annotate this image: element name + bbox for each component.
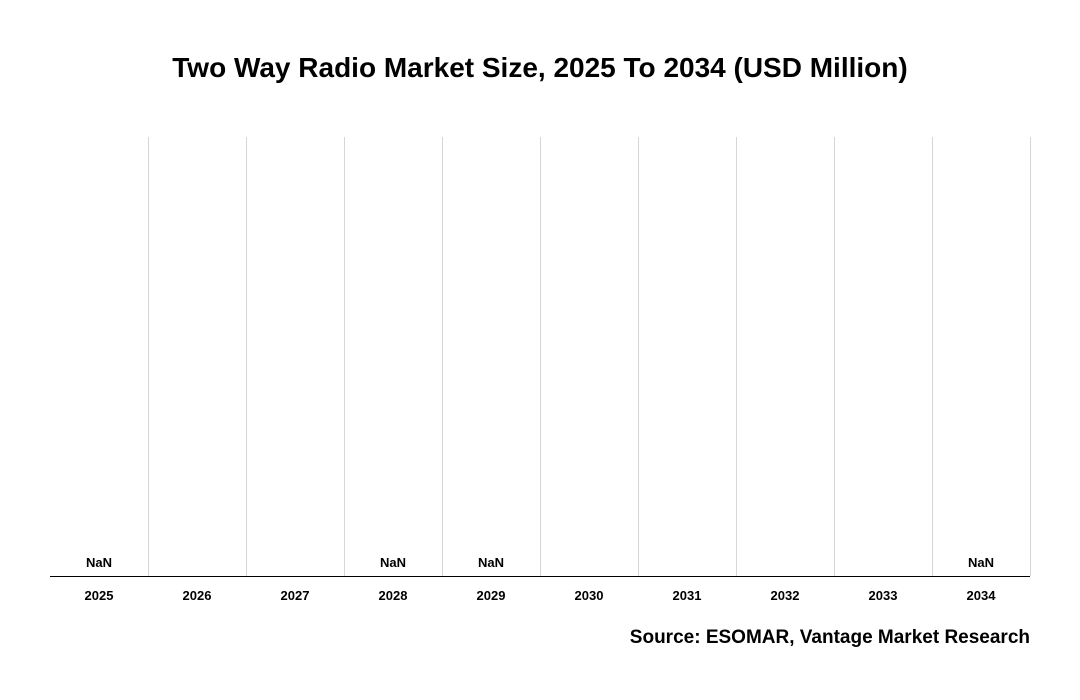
gridline (638, 137, 639, 576)
gridline (246, 137, 247, 576)
gridline (442, 137, 443, 576)
gridline (344, 137, 345, 576)
x-axis-tick-label: 2033 (869, 588, 898, 603)
x-axis-tick-label: 2026 (183, 588, 212, 603)
gridline (540, 137, 541, 576)
x-axis-tick-label: 2028 (379, 588, 408, 603)
x-axis-tick-label: 2029 (477, 588, 506, 603)
x-axis-tick-label: 2031 (673, 588, 702, 603)
gridline (932, 137, 933, 576)
chart-title: Two Way Radio Market Size, 2025 To 2034 … (0, 52, 1080, 84)
x-axis-tick-label: 2032 (771, 588, 800, 603)
gridline (736, 137, 737, 576)
x-axis-tick-label: 2027 (281, 588, 310, 603)
gridline (834, 137, 835, 576)
source-text: Source: ESOMAR, Vantage Market Research (630, 627, 1030, 649)
chart-container: Two Way Radio Market Size, 2025 To 2034 … (0, 0, 1080, 700)
gridline (148, 137, 149, 576)
data-label: NaN (380, 555, 406, 570)
data-label: NaN (86, 555, 112, 570)
x-axis-labels: 2025 2026 2027 2028 2029 2030 2031 2032 2033 2034 (50, 588, 1030, 608)
gridline (1030, 137, 1031, 576)
x-axis-tick-label: 2025 (85, 588, 114, 603)
x-axis-tick-label: 2034 (967, 588, 996, 603)
data-label: NaN (968, 555, 994, 570)
plot-area: NaN NaN NaN NaN (50, 137, 1030, 577)
x-axis-tick-label: 2030 (575, 588, 604, 603)
data-label: NaN (478, 555, 504, 570)
